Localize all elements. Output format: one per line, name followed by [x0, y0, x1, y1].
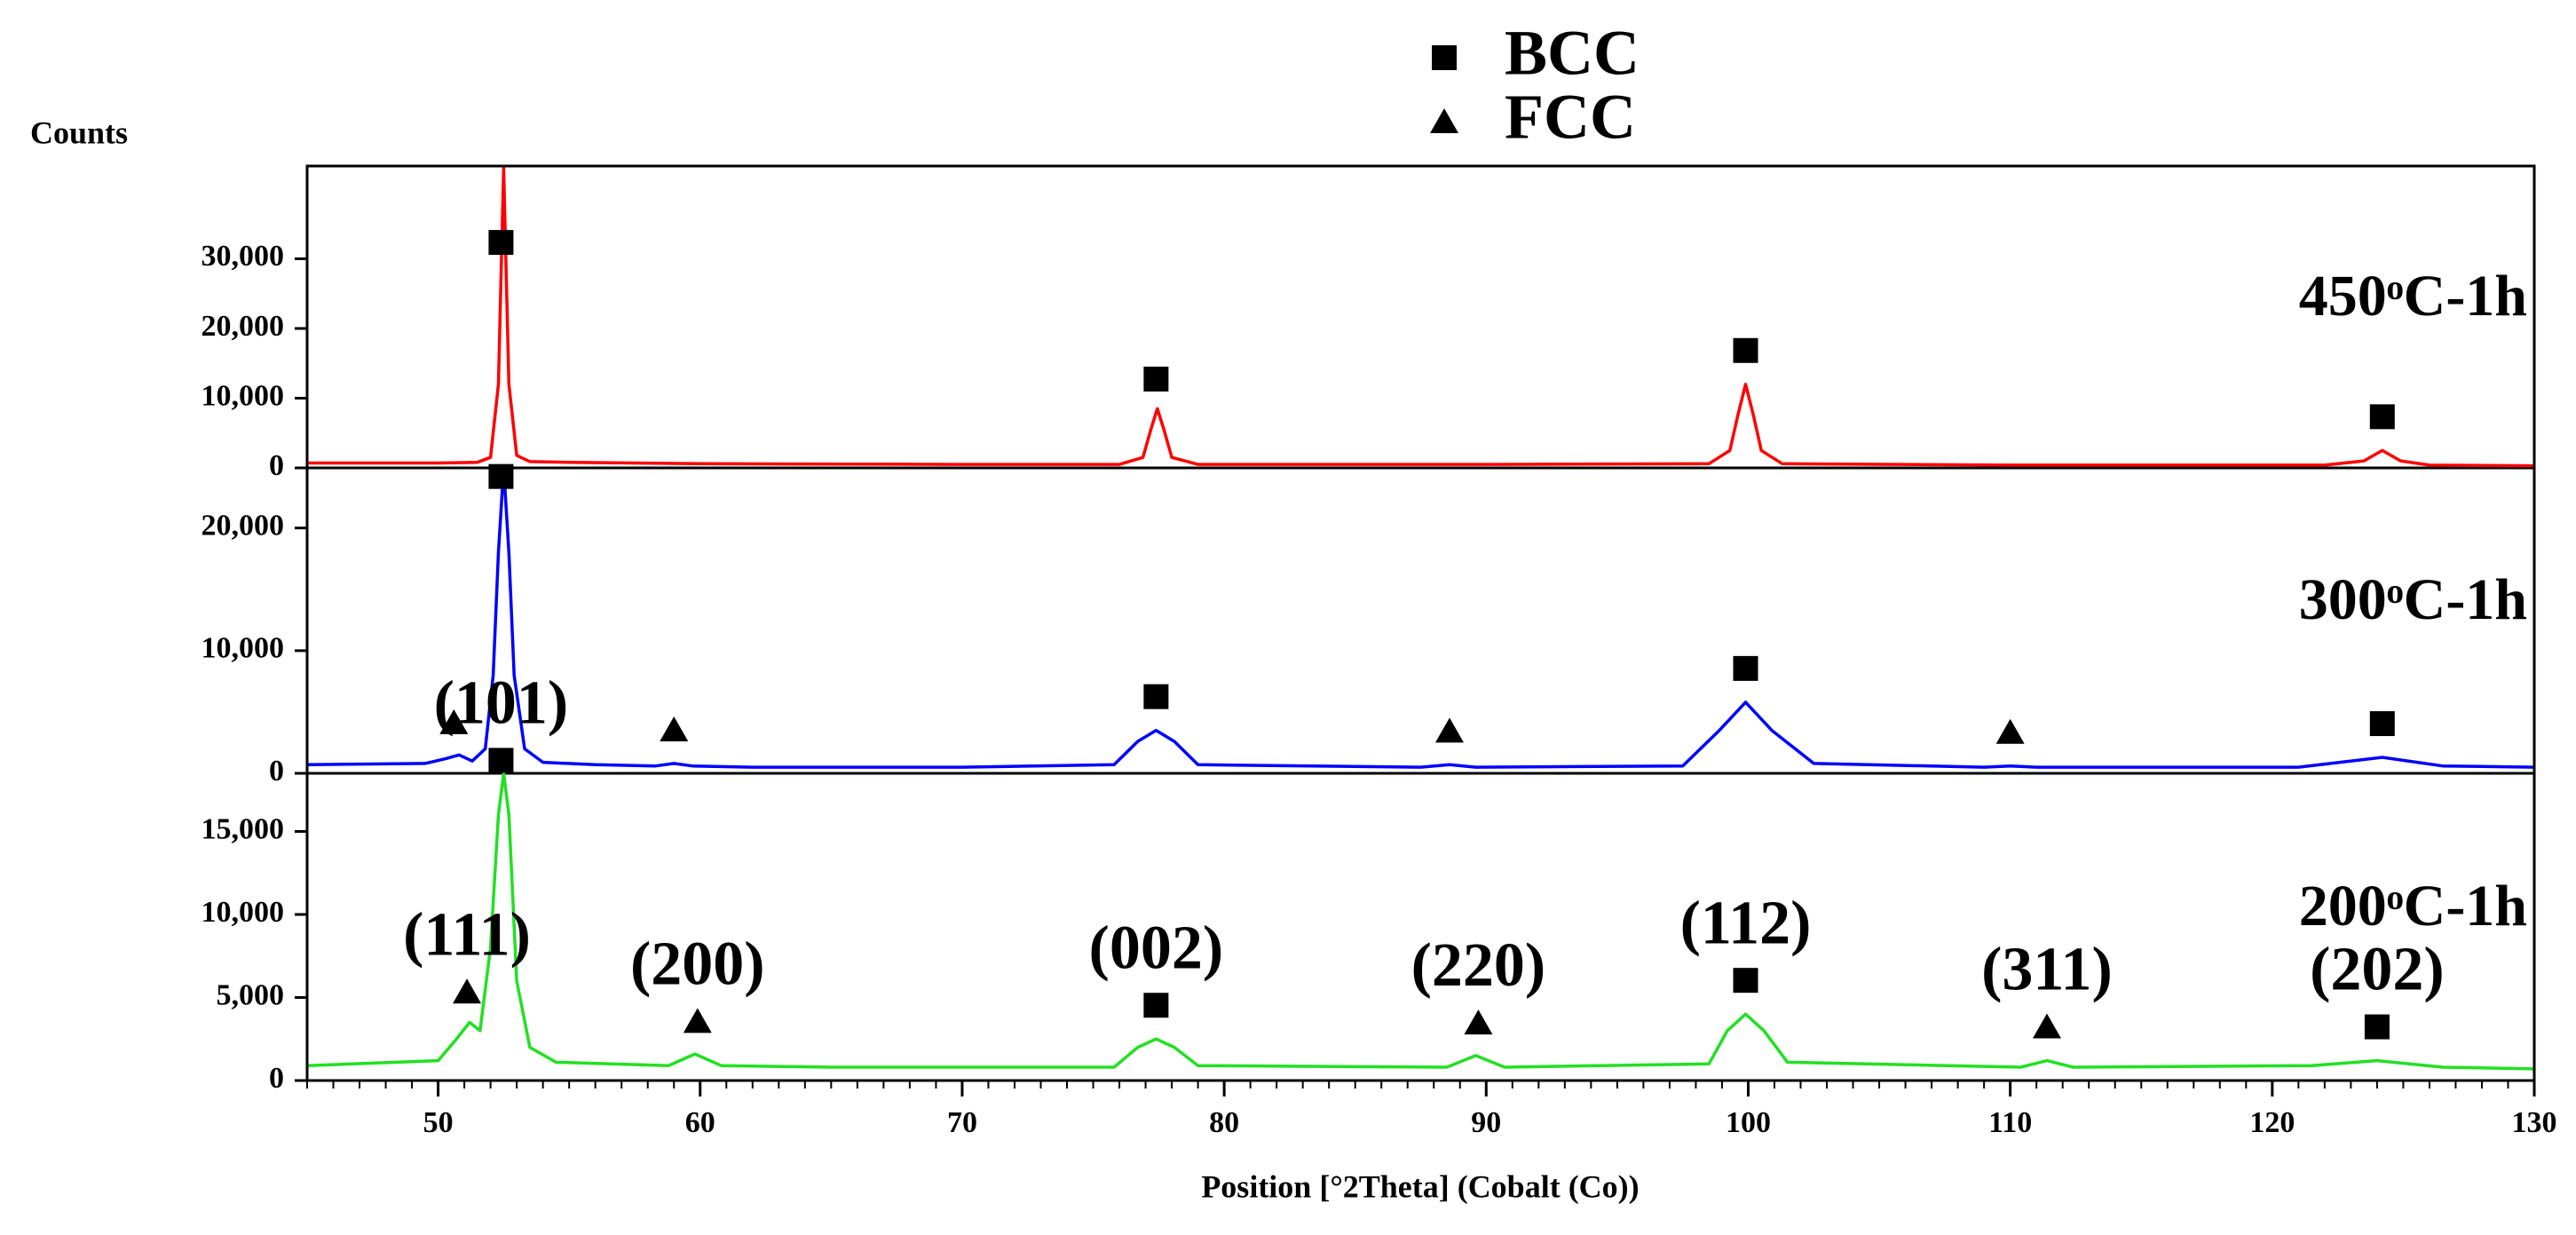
- y-tick-label: 30,000: [201, 240, 285, 273]
- marker-square: [1143, 366, 1169, 392]
- marker-square: [1143, 684, 1169, 709]
- y-tick-label: 20,000: [201, 509, 285, 542]
- peak-label: (311): [1981, 936, 2113, 1004]
- plot-frame: [305, 164, 2536, 1081]
- x-tick-label: 70: [947, 1106, 977, 1139]
- x-tick-label: 120: [2249, 1106, 2295, 1139]
- xrd-curve: [306, 466, 2535, 769]
- x-tick-label: 100: [1726, 1106, 1771, 1139]
- panel-label: 450ᵒC-1h: [2299, 264, 2527, 329]
- marker-triangle: [453, 978, 482, 1004]
- legend-label: BCC: [1505, 18, 1640, 89]
- peak-label: (002): [1089, 914, 1224, 982]
- xrd-curve: [307, 166, 2535, 468]
- y-tick-label: 10,000: [201, 896, 285, 929]
- marker-triangle: [2032, 1013, 2061, 1039]
- x-tick-label: 60: [685, 1106, 715, 1139]
- marker-square: [2369, 404, 2395, 430]
- marker-triangle: [683, 1008, 712, 1033]
- marker-triangle: [1995, 718, 2025, 744]
- marker-square: [2369, 711, 2395, 737]
- x-tick-label: 110: [1988, 1106, 2032, 1139]
- y-tick-label: 20,000: [201, 310, 285, 343]
- marker-triangle: [1464, 1009, 1493, 1035]
- y-tick-label: 10,000: [201, 632, 285, 665]
- y-tick-label: 5,000: [217, 978, 285, 1011]
- y-tick-label: 15,000: [201, 812, 285, 845]
- marker-triangle: [660, 716, 689, 741]
- marker-triangle: [1434, 717, 1464, 743]
- peak-label: (220): [1411, 931, 1546, 1000]
- marker-square: [488, 463, 514, 489]
- peak-label: (200): [630, 930, 765, 998]
- marker-square: [1733, 337, 1758, 363]
- marker-triangle: [439, 709, 469, 734]
- peak-label: (101): [434, 669, 569, 737]
- peak-label: (111): [403, 900, 531, 969]
- y-tick-label: 0: [269, 1062, 284, 1095]
- peak-label: (112): [1680, 889, 1812, 957]
- legend-label: FCC: [1505, 82, 1636, 153]
- y-tick-label: 0: [269, 755, 284, 788]
- y-axis-label: Counts: [30, 115, 128, 150]
- legend-symbol: [1432, 45, 1457, 70]
- marker-square: [2364, 1014, 2390, 1040]
- panel-label: 300ᵒC-1h: [2299, 567, 2527, 632]
- y-tick-label: 0: [269, 449, 284, 482]
- marker-square: [1733, 655, 1758, 681]
- marker-square: [488, 748, 514, 773]
- x-tick-label: 50: [423, 1106, 454, 1139]
- marker-square: [1143, 993, 1169, 1018]
- marker-square: [1733, 968, 1758, 994]
- x-tick-label: 90: [1471, 1106, 1501, 1139]
- marker-square: [488, 230, 514, 256]
- y-tick-label: 10,000: [201, 379, 285, 412]
- x-axis-label: Position [°2Theta] (Cobalt (Co)): [1201, 1168, 1639, 1204]
- legend-symbol: [1430, 108, 1458, 133]
- xrd-curve: [306, 772, 2535, 1071]
- panel-label: 200ᵒC-1h: [2299, 874, 2527, 938]
- x-tick-label: 80: [1209, 1106, 1239, 1139]
- x-tick-label: 130: [2512, 1106, 2557, 1139]
- peak-label: (202): [2310, 936, 2445, 1004]
